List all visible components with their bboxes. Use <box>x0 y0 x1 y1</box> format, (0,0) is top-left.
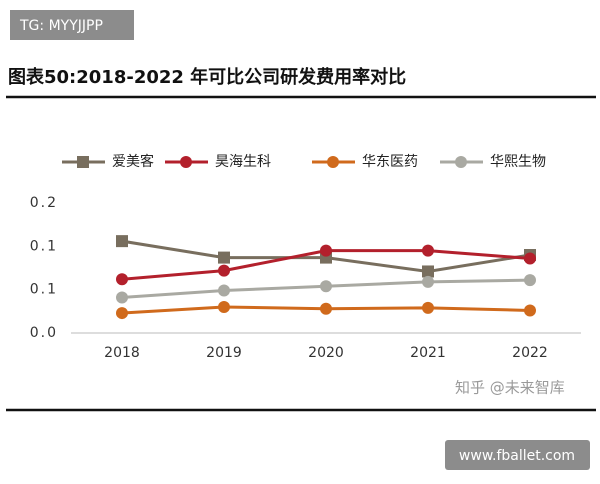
legend-label: 爱美客 <box>112 153 154 170</box>
marker <box>320 302 332 315</box>
marker <box>116 235 128 248</box>
x-tick-label: 2021 <box>410 345 446 361</box>
marker <box>218 284 230 297</box>
marker <box>218 301 230 313</box>
marker <box>524 274 536 287</box>
x-tick-label: 2019 <box>206 345 242 361</box>
legend-label: 昊海生科 <box>215 154 271 170</box>
marker <box>524 252 536 265</box>
marker <box>422 301 434 314</box>
tag-box <box>10 10 134 40</box>
y-tick-label: 0.2 <box>30 195 58 211</box>
marker <box>116 273 128 286</box>
marker <box>320 244 332 257</box>
marker <box>422 265 434 278</box>
marker <box>455 156 467 168</box>
marker <box>77 156 89 168</box>
tag: TG: MYYJJPP <box>19 18 103 34</box>
marker <box>116 307 128 320</box>
marker <box>180 156 192 168</box>
marker <box>422 244 434 257</box>
marker <box>327 156 339 168</box>
marker <box>422 275 434 288</box>
marker <box>116 291 128 304</box>
y-tick-label: 0.0 <box>30 325 58 341</box>
marker <box>524 304 536 317</box>
marker <box>320 280 332 293</box>
y-tick-label: 0.1 <box>30 282 58 298</box>
x-tick-label: 2020 <box>308 345 344 361</box>
chart-title: 图表50:2018-2022 年可比公司研发费用率对比 <box>8 66 406 88</box>
x-tick-label: 2018 <box>104 345 140 361</box>
y-tick-label: 0.1 <box>30 238 58 254</box>
marker <box>218 251 230 264</box>
x-tick-label: 2022 <box>512 345 548 361</box>
footer-url: www.fballet.com <box>459 448 575 464</box>
url-box <box>445 440 590 470</box>
legend-label: 华熙生物 <box>490 154 546 170</box>
marker <box>218 264 230 277</box>
legend-label: 华东医药 <box>362 154 418 170</box>
watermark: 知乎 @未来智库 <box>455 379 565 397</box>
